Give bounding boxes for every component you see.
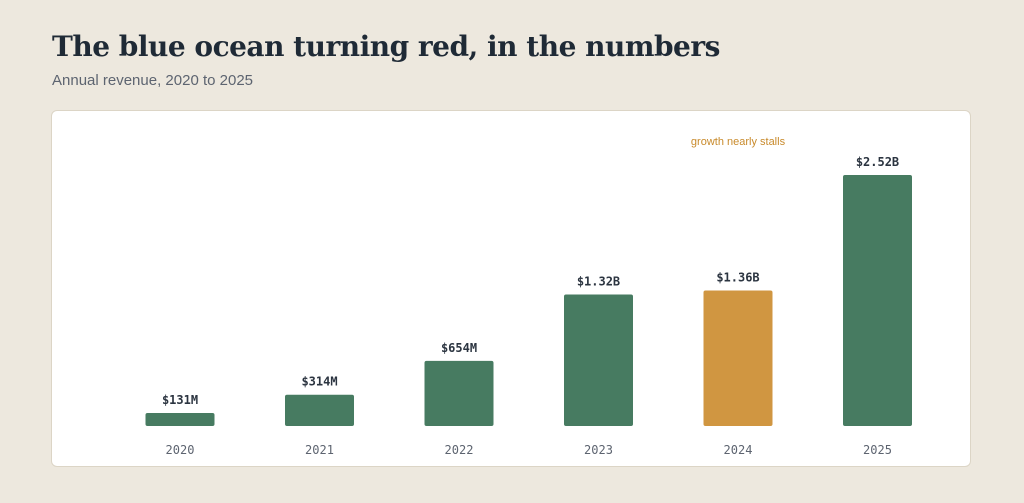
chart-title: The blue ocean turning red, in the numbe… xyxy=(52,30,720,63)
value-label-2024: $1.36B xyxy=(716,271,759,285)
bar-2020 xyxy=(145,412,215,426)
bar-2021 xyxy=(285,394,354,426)
x-tick-2021: 2021 xyxy=(305,443,334,457)
value-label-2023: $1.32B xyxy=(577,275,620,289)
value-label-2020: $131M xyxy=(162,393,198,407)
bar-2023 xyxy=(564,294,633,426)
x-tick-2023: 2023 xyxy=(584,443,613,457)
bar-2025 xyxy=(843,175,912,426)
value-label-2021: $314M xyxy=(301,375,337,389)
x-axis-ticks: 2020 2021 2022 2023 2024 2025 xyxy=(166,443,892,457)
bar-2022 xyxy=(424,360,494,426)
annotation-label: growth nearly stalls xyxy=(691,136,786,148)
bar-2024 xyxy=(703,290,773,426)
bar-chart: $131M$314M$654M$1.32B $1.36B$2.52B 2020 20… xyxy=(145,136,912,457)
chart-subtitle: Annual revenue, 2020 to 2025 xyxy=(52,72,253,89)
x-tick-2024: 2024 xyxy=(724,443,753,457)
x-tick-2022: 2022 xyxy=(445,443,474,457)
value-labels-layer: $131M $314M $654M $1.32B $1.36B $2.52B xyxy=(162,155,899,407)
value-label-2022: $654M xyxy=(441,341,477,355)
value-label-2025: $2.52B xyxy=(856,155,899,169)
x-tick-2025: 2025 xyxy=(863,443,892,457)
chart-card: $131M $314M $654M $1.32B $1.36B $2.52B 2020 20… xyxy=(51,110,971,467)
x-tick-2020: 2020 xyxy=(166,443,195,457)
bars-layer xyxy=(145,175,912,426)
